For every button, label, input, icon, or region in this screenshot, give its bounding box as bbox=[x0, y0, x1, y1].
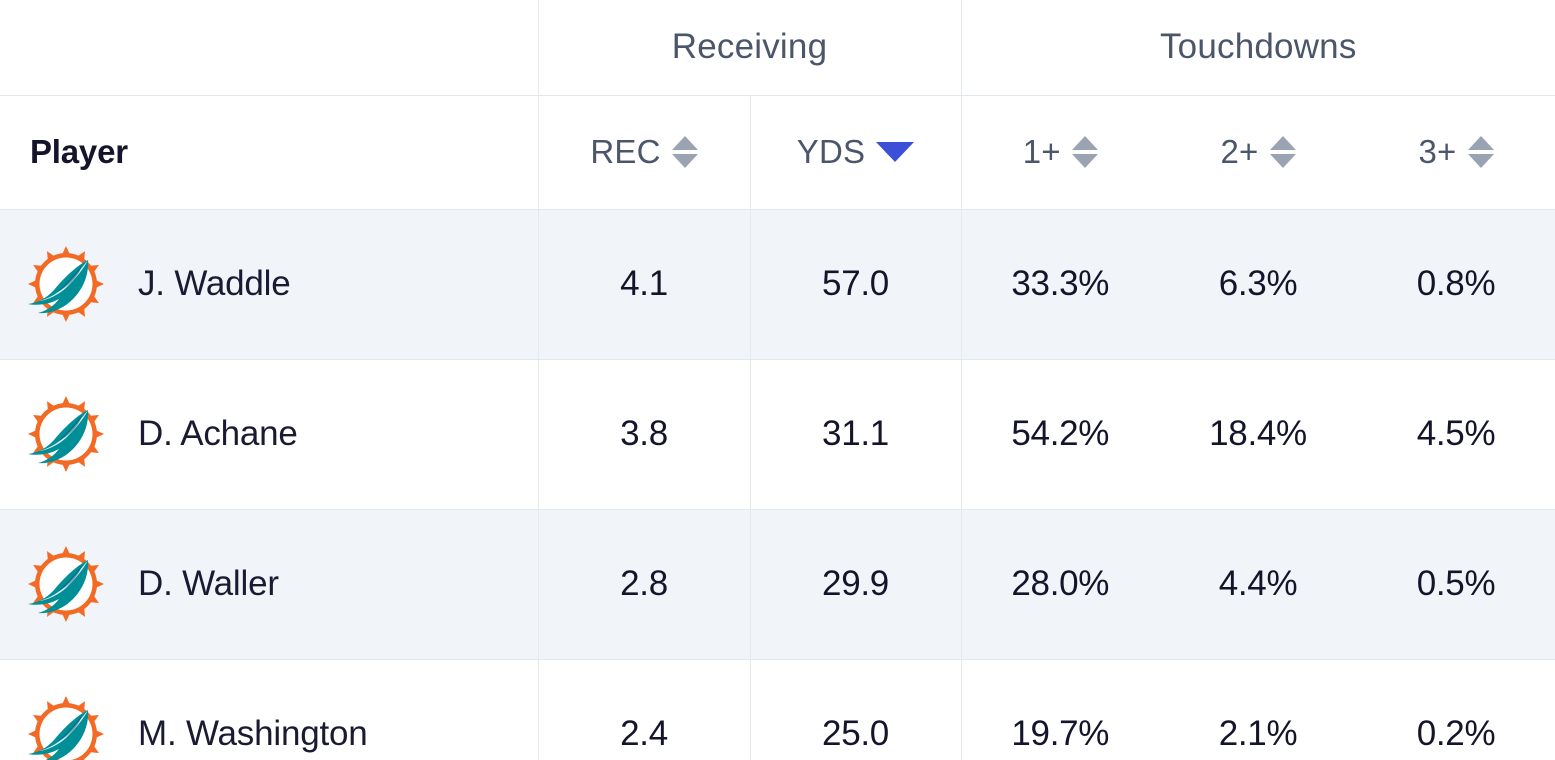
sort-down-triangle bbox=[1071, 154, 1098, 168]
sort-updown-icon[interactable] bbox=[1071, 136, 1098, 168]
column-header-td-2plus[interactable]: 2+ bbox=[1159, 95, 1357, 210]
cell-rec: 4.1 bbox=[538, 209, 751, 360]
cell-td-1plus: 19.7% bbox=[961, 659, 1159, 760]
column-header-td-3plus[interactable]: 3+ bbox=[1357, 95, 1555, 210]
column-header-td-3plus-label: 3+ bbox=[1418, 133, 1457, 170]
cell-td-2plus: 6.3% bbox=[1159, 209, 1357, 360]
cell-player: M. Washington bbox=[0, 659, 539, 760]
group-header-receiving: Receiving bbox=[538, 0, 962, 96]
table-header: Receiving Touchdowns Player REC YDS bbox=[0, 0, 1555, 210]
cell-td-1plus: 54.2% bbox=[961, 359, 1159, 510]
sort-updown-icon[interactable] bbox=[671, 136, 698, 168]
cell-yds: 57.0 bbox=[750, 209, 962, 360]
cell-player: D. Achane bbox=[0, 359, 539, 510]
sort-up-triangle bbox=[1269, 136, 1296, 150]
column-header-rec-label: REC bbox=[590, 133, 661, 170]
player-name: M. Washington bbox=[138, 714, 368, 753]
column-header-td-1plus-label: 1+ bbox=[1022, 133, 1061, 170]
column-header-td-2plus-label: 2+ bbox=[1220, 133, 1259, 170]
cell-td-1plus: 33.3% bbox=[961, 209, 1159, 360]
table-row[interactable]: D. Achane 3.8 31.1 54.2% 18.4% 4.5% bbox=[0, 359, 1555, 510]
column-header-yds-label: YDS bbox=[796, 133, 866, 170]
sort-down-triangle bbox=[1467, 154, 1494, 168]
table-body: J. Waddle 4.1 57.0 33.3% 6.3% 0.8% bbox=[0, 209, 1555, 760]
table-row[interactable]: M. Washington 2.4 25.0 19.7% 2.1% 0.2% bbox=[0, 659, 1555, 760]
cell-td-3plus: 0.8% bbox=[1357, 209, 1555, 360]
sort-updown-icon[interactable] bbox=[1467, 136, 1494, 168]
cell-rec: 2.4 bbox=[538, 659, 751, 760]
miami-dolphins-logo bbox=[12, 395, 120, 473]
cell-td-3plus: 4.5% bbox=[1357, 359, 1555, 510]
player-name: D. Waller bbox=[138, 564, 279, 603]
cell-player: D. Waller bbox=[0, 509, 539, 660]
cell-yds: 31.1 bbox=[750, 359, 962, 510]
column-header-player: Player bbox=[0, 95, 539, 210]
miami-dolphins-logo bbox=[12, 695, 120, 760]
cell-td-3plus: 0.2% bbox=[1357, 659, 1555, 760]
group-header-touchdowns: Touchdowns bbox=[961, 0, 1555, 96]
group-header-blank bbox=[0, 0, 539, 96]
column-header-rec[interactable]: REC bbox=[538, 95, 751, 210]
player-name: J. Waddle bbox=[138, 264, 291, 303]
sort-down-triangle bbox=[876, 142, 915, 162]
miami-dolphins-logo bbox=[12, 245, 120, 323]
cell-player: J. Waddle bbox=[0, 209, 539, 360]
cell-rec: 2.8 bbox=[538, 509, 751, 660]
cell-td-2plus: 2.1% bbox=[1159, 659, 1357, 760]
cell-yds: 29.9 bbox=[750, 509, 962, 660]
cell-rec: 3.8 bbox=[538, 359, 751, 510]
sort-down-triangle bbox=[1269, 154, 1296, 168]
sort-up-triangle bbox=[1467, 136, 1494, 150]
column-header-row: Player REC YDS bbox=[0, 95, 1555, 210]
sort-up-triangle bbox=[1071, 136, 1098, 150]
sort-down-triangle bbox=[671, 154, 698, 168]
sort-up-triangle bbox=[671, 136, 698, 150]
column-header-yds[interactable]: YDS bbox=[750, 95, 962, 210]
sort-updown-icon[interactable] bbox=[1269, 136, 1296, 168]
cell-td-2plus: 18.4% bbox=[1159, 359, 1357, 510]
column-header-td-1plus[interactable]: 1+ bbox=[961, 95, 1159, 210]
cell-td-3plus: 0.5% bbox=[1357, 509, 1555, 660]
table-row[interactable]: D. Waller 2.8 29.9 28.0% 4.4% 0.5% bbox=[0, 509, 1555, 660]
cell-td-2plus: 4.4% bbox=[1159, 509, 1357, 660]
sort-down-icon[interactable] bbox=[876, 142, 915, 162]
group-header-row: Receiving Touchdowns bbox=[0, 0, 1555, 96]
cell-yds: 25.0 bbox=[750, 659, 962, 760]
table-row[interactable]: J. Waddle 4.1 57.0 33.3% 6.3% 0.8% bbox=[0, 209, 1555, 360]
miami-dolphins-logo bbox=[12, 545, 120, 623]
player-name: D. Achane bbox=[138, 414, 298, 453]
cell-td-1plus: 28.0% bbox=[961, 509, 1159, 660]
